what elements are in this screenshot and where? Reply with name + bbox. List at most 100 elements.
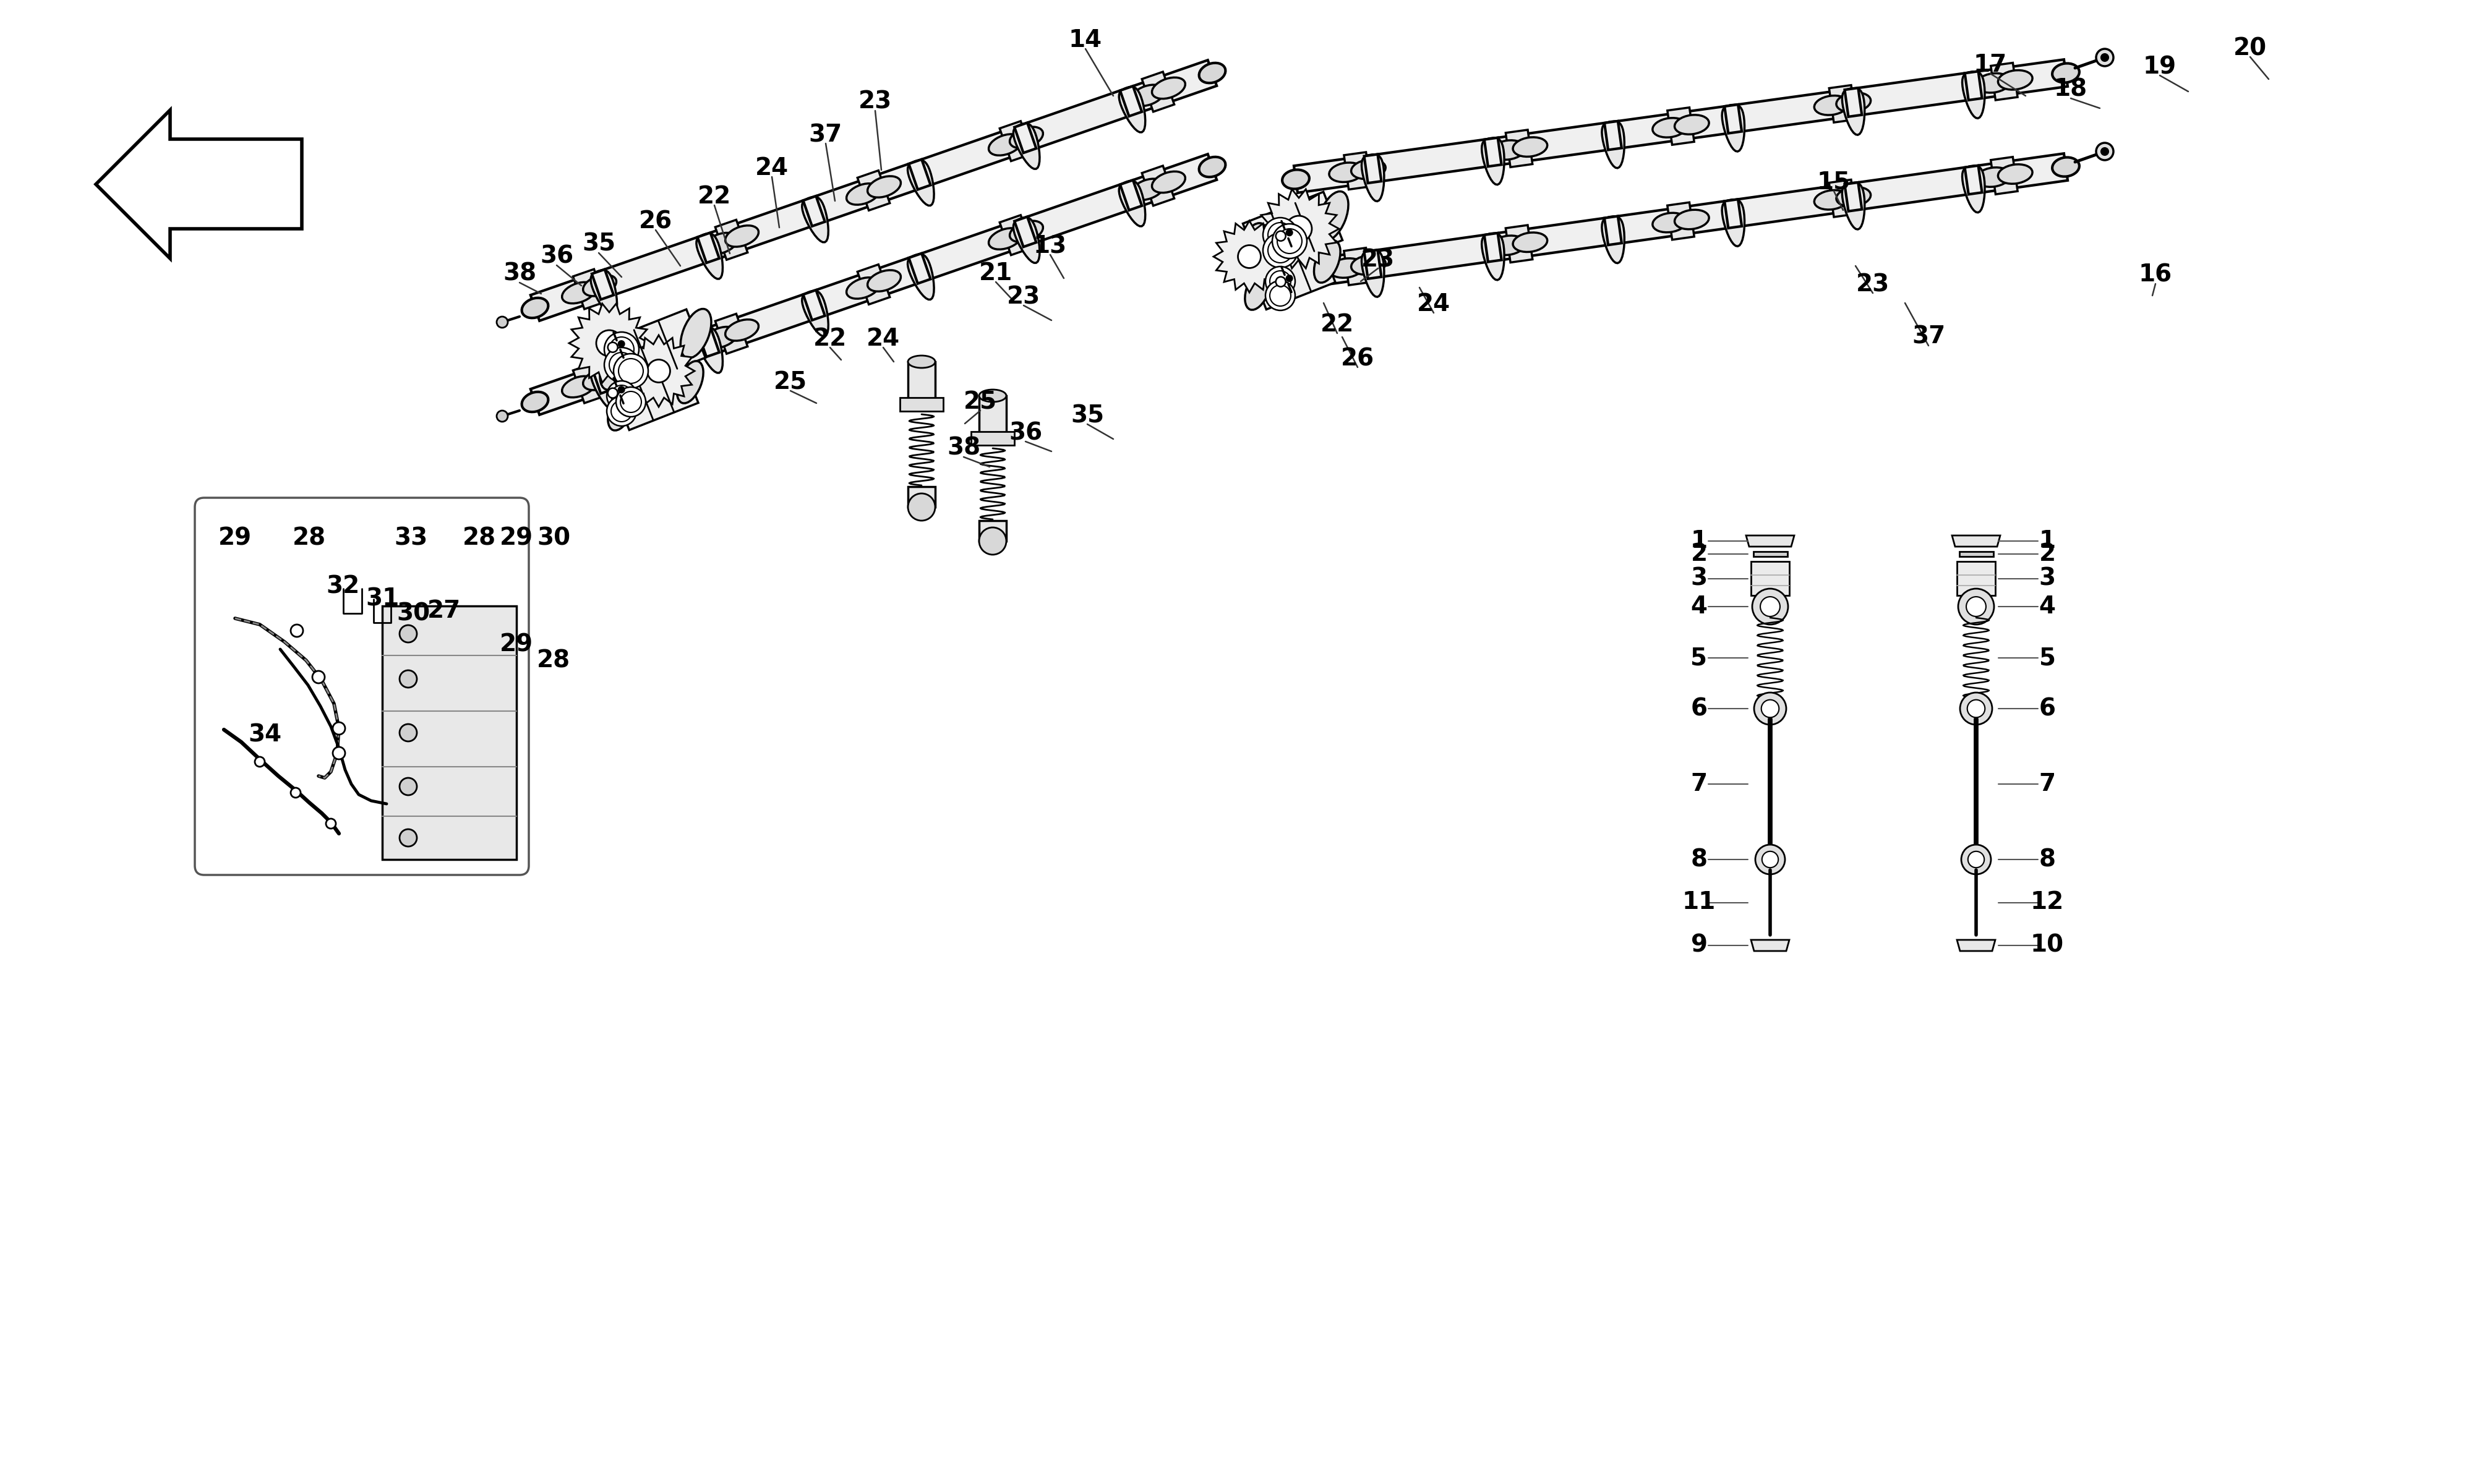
Polygon shape [1014, 123, 1039, 169]
Ellipse shape [1653, 212, 1687, 233]
Circle shape [292, 625, 302, 637]
Ellipse shape [1282, 266, 1309, 285]
Text: 28: 28 [292, 527, 327, 549]
Polygon shape [715, 220, 747, 260]
Ellipse shape [680, 309, 713, 358]
Polygon shape [1121, 86, 1143, 116]
Text: 29: 29 [500, 527, 534, 549]
Ellipse shape [990, 229, 1022, 249]
Text: 30: 30 [396, 601, 430, 625]
Polygon shape [1667, 202, 1695, 240]
Polygon shape [1846, 183, 1863, 211]
Polygon shape [970, 432, 1014, 445]
Polygon shape [1361, 154, 1383, 202]
Polygon shape [529, 154, 1217, 414]
Polygon shape [1828, 85, 1856, 123]
Polygon shape [1957, 561, 1994, 595]
Circle shape [312, 671, 324, 683]
Ellipse shape [846, 184, 881, 205]
Text: 37: 37 [1912, 325, 1945, 349]
Ellipse shape [725, 319, 760, 341]
Text: 24: 24 [755, 156, 789, 180]
Text: 2: 2 [2039, 542, 2056, 565]
Circle shape [621, 392, 641, 413]
Text: 3: 3 [2039, 567, 2056, 591]
Polygon shape [569, 304, 648, 383]
Ellipse shape [1131, 85, 1165, 105]
Polygon shape [999, 215, 1032, 255]
Polygon shape [908, 487, 935, 508]
Text: 35: 35 [1071, 404, 1103, 427]
Polygon shape [980, 521, 1007, 542]
Circle shape [497, 316, 507, 328]
Polygon shape [1724, 104, 1742, 134]
Polygon shape [1118, 88, 1145, 132]
Polygon shape [1484, 233, 1502, 261]
Polygon shape [591, 270, 616, 316]
Ellipse shape [1009, 126, 1044, 148]
Text: 27: 27 [428, 600, 460, 623]
Text: 4: 4 [1690, 595, 1707, 619]
Ellipse shape [1977, 168, 2011, 187]
Circle shape [1967, 700, 1984, 717]
Circle shape [401, 778, 416, 795]
Text: 15: 15 [1816, 171, 1851, 194]
Circle shape [1752, 589, 1789, 625]
Polygon shape [1601, 217, 1625, 263]
Ellipse shape [1977, 73, 2011, 92]
Circle shape [2100, 148, 2108, 156]
Circle shape [1267, 223, 1291, 248]
Text: 38: 38 [948, 436, 980, 460]
Text: 22: 22 [1321, 313, 1353, 337]
Text: 8: 8 [1690, 847, 1707, 871]
Ellipse shape [1200, 62, 1225, 83]
Ellipse shape [1329, 258, 1363, 278]
Text: 7: 7 [1690, 772, 1707, 795]
Polygon shape [1724, 199, 1742, 229]
Polygon shape [804, 196, 824, 226]
Ellipse shape [1514, 233, 1546, 252]
Polygon shape [574, 364, 606, 404]
Polygon shape [1014, 217, 1037, 246]
Text: 2: 2 [1690, 542, 1707, 565]
Polygon shape [1014, 218, 1039, 263]
Circle shape [292, 788, 302, 798]
Text: 3: 3 [1690, 567, 1707, 591]
Polygon shape [1121, 180, 1143, 211]
Circle shape [1269, 270, 1291, 292]
Ellipse shape [1153, 77, 1185, 99]
Circle shape [1967, 597, 1987, 616]
Text: 12: 12 [2031, 890, 2063, 914]
Polygon shape [1361, 251, 1383, 297]
Ellipse shape [1009, 221, 1044, 242]
Ellipse shape [562, 282, 596, 303]
Text: 25: 25 [774, 371, 807, 393]
Circle shape [1761, 597, 1779, 616]
Text: 22: 22 [814, 326, 846, 350]
Circle shape [497, 411, 507, 421]
Circle shape [1959, 693, 1992, 724]
Text: 37: 37 [809, 123, 844, 147]
Polygon shape [1363, 249, 1380, 279]
Text: 33: 33 [393, 527, 428, 549]
Polygon shape [1118, 181, 1145, 226]
Circle shape [1277, 278, 1286, 286]
Ellipse shape [1836, 92, 1870, 111]
Text: 1: 1 [2039, 530, 2056, 552]
Polygon shape [901, 398, 943, 411]
Circle shape [611, 401, 633, 421]
Polygon shape [1667, 107, 1695, 145]
Ellipse shape [1319, 191, 1348, 240]
Circle shape [2095, 49, 2113, 67]
Circle shape [1962, 844, 1992, 874]
Text: 25: 25 [962, 390, 997, 414]
Circle shape [1264, 233, 1296, 267]
Text: 16: 16 [2138, 264, 2172, 286]
Polygon shape [999, 122, 1032, 162]
Polygon shape [1601, 122, 1625, 168]
Polygon shape [908, 254, 930, 283]
Polygon shape [1143, 166, 1175, 206]
Circle shape [1264, 218, 1296, 252]
Circle shape [1761, 852, 1779, 868]
Ellipse shape [1999, 70, 2034, 89]
